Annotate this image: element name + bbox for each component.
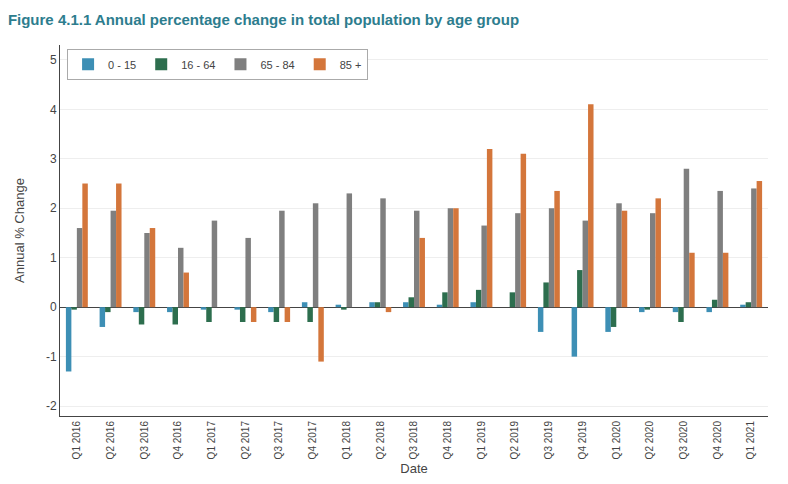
svg-text:Q3 2020: Q3 2020 [678,421,689,460]
svg-text:0 - 15: 0 - 15 [108,59,136,71]
svg-text:1: 1 [50,251,57,265]
svg-text:Q2 2020: Q2 2020 [644,421,655,460]
svg-text:Q3 2016: Q3 2016 [139,421,150,460]
svg-text:3: 3 [50,152,57,166]
svg-text:-1: -1 [46,350,57,364]
svg-text:Q1 2016: Q1 2016 [71,421,82,460]
svg-text:4: 4 [50,103,57,117]
svg-text:Q4 2017: Q4 2017 [307,421,318,460]
svg-text:85 +: 85 + [340,59,362,71]
svg-text:Q2 2017: Q2 2017 [240,421,251,460]
svg-text:16 - 64: 16 - 64 [181,59,215,71]
svg-text:Q1 2017: Q1 2017 [206,421,217,460]
svg-text:Q4 2020: Q4 2020 [712,421,723,460]
svg-text:Figure 4.1.1 Annual percentage: Figure 4.1.1 Annual percentage change in… [8,11,519,28]
svg-text:5: 5 [50,53,57,67]
svg-text:Q3 2017: Q3 2017 [273,421,284,460]
svg-text:Q1 2020: Q1 2020 [611,421,622,460]
svg-text:-2: -2 [46,399,57,413]
svg-text:Q3 2018: Q3 2018 [408,421,419,460]
svg-text:2: 2 [50,201,57,215]
svg-text:Q3 2019: Q3 2019 [543,421,554,460]
svg-text:Date: Date [400,461,427,476]
svg-text:Q2 2019: Q2 2019 [509,421,520,460]
svg-text:0: 0 [50,300,57,314]
svg-text:Q1 2018: Q1 2018 [341,421,352,460]
svg-text:65 - 84: 65 - 84 [260,59,294,71]
svg-text:Q2 2016: Q2 2016 [105,421,116,460]
svg-text:Q2 2018: Q2 2018 [375,421,386,460]
svg-text:Q4 2016: Q4 2016 [172,421,183,460]
svg-text:Q1 2021: Q1 2021 [745,421,756,460]
svg-text:Annual % Change: Annual % Change [12,178,27,283]
svg-text:Q4 2019: Q4 2019 [577,421,588,460]
svg-text:Q4 2018: Q4 2018 [442,421,453,460]
svg-text:Q1 2019: Q1 2019 [476,421,487,460]
